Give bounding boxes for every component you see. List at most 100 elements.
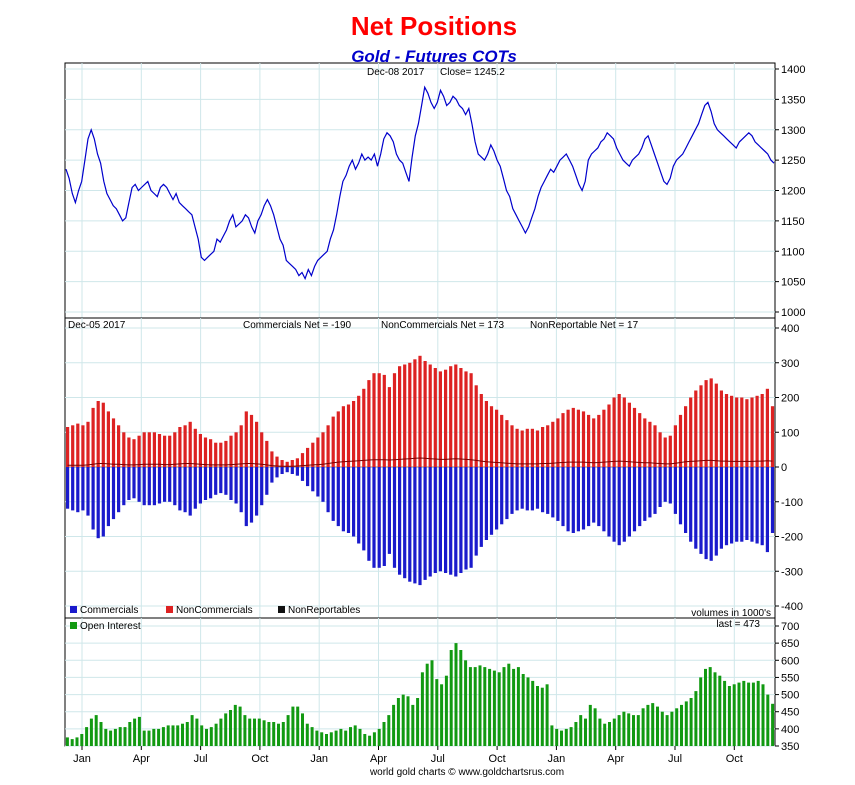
open-interest-bar bbox=[416, 698, 420, 746]
x-tick-label: Jul bbox=[194, 753, 208, 765]
open-interest-bar bbox=[507, 663, 511, 746]
open-interest-bar bbox=[569, 727, 573, 746]
commercials-bar bbox=[127, 467, 131, 500]
open-interest-bar bbox=[166, 725, 170, 746]
open-interest-bar bbox=[574, 722, 578, 746]
open-interest-bar bbox=[526, 677, 530, 746]
commercials-bar bbox=[413, 467, 417, 584]
commercials-bar bbox=[86, 467, 90, 516]
open-interest-bar bbox=[665, 715, 669, 746]
open-interest-bar bbox=[85, 727, 89, 746]
open-interest-bar bbox=[200, 725, 204, 746]
open-interest-bar bbox=[363, 734, 367, 746]
noncommercials-bar bbox=[428, 364, 432, 467]
open-interest-bar bbox=[627, 713, 631, 746]
open-interest-bar bbox=[680, 704, 683, 746]
commercials-bar bbox=[229, 467, 233, 500]
open-interest-bar bbox=[353, 725, 357, 746]
noncommercials-bar bbox=[336, 411, 340, 467]
commercials-bar bbox=[295, 467, 299, 476]
commercials-bar bbox=[249, 467, 254, 523]
commercials-bar bbox=[137, 467, 141, 502]
open-interest-bar bbox=[454, 643, 458, 746]
net-tick-label: 300 bbox=[781, 358, 799, 370]
noncommercials-bar bbox=[377, 373, 381, 467]
noncommercials-bar bbox=[632, 407, 637, 467]
commercials-bar bbox=[326, 467, 330, 513]
commercials-bar bbox=[500, 467, 504, 525]
price-tick-label: 1250 bbox=[781, 155, 805, 167]
noncommercials-bar bbox=[152, 432, 156, 468]
noncommercials-bar bbox=[96, 401, 100, 467]
noncommercials-bar bbox=[663, 437, 667, 467]
legend-swatch-noncommercials bbox=[166, 606, 173, 613]
open-interest-bar bbox=[555, 728, 559, 746]
noncommercials-bar bbox=[500, 414, 504, 467]
commercials-bar bbox=[765, 467, 769, 553]
noncommercials-bar bbox=[755, 395, 759, 467]
legend-swatch-nonreportables bbox=[278, 606, 285, 613]
noncommercials-bar bbox=[234, 432, 238, 468]
commercials-bar bbox=[581, 467, 586, 530]
commercials-bar bbox=[454, 467, 458, 577]
open-interest-bar bbox=[339, 728, 343, 746]
commercials-bar bbox=[648, 467, 652, 518]
open-interest-bar bbox=[660, 711, 664, 746]
x-tick-label: Jan bbox=[548, 753, 566, 765]
commercials-bar bbox=[444, 467, 448, 573]
noncommercials-bar bbox=[709, 378, 713, 467]
open-interest-bar bbox=[579, 715, 583, 746]
noncommercials-bar bbox=[704, 380, 708, 467]
commercials-bar bbox=[122, 467, 126, 506]
noncommercials-bar bbox=[352, 401, 356, 467]
noncommercials-bar bbox=[198, 434, 202, 467]
open-interest-bar bbox=[325, 734, 328, 746]
commercials-bar bbox=[214, 467, 218, 495]
open-interest-bar bbox=[243, 715, 247, 746]
commercials-bar bbox=[505, 467, 509, 520]
open-interest-bar bbox=[468, 667, 472, 746]
noncommercials-bar bbox=[163, 435, 167, 467]
commercials-bar bbox=[678, 467, 683, 525]
open-interest-bar bbox=[588, 704, 592, 746]
noncommercials-bar bbox=[658, 432, 662, 468]
noncommercials-bar bbox=[188, 421, 192, 467]
open-interest-bar bbox=[262, 720, 266, 746]
open-interest-bar bbox=[492, 670, 496, 746]
legend-swatch-commercials bbox=[70, 606, 77, 613]
legend-label-noncommercials: NonCommercials bbox=[176, 605, 253, 616]
noncommercials-bar bbox=[678, 414, 683, 467]
commercials-bar bbox=[76, 467, 80, 513]
legend-label-open-interest: Open Interest bbox=[80, 621, 141, 632]
commercials-bar bbox=[132, 467, 136, 499]
net-date-label: Dec-05 2017 bbox=[68, 320, 126, 331]
noncommercials-bar bbox=[694, 390, 698, 467]
noncommercials-bar bbox=[382, 374, 386, 467]
noncommercials-bar bbox=[668, 435, 672, 467]
commercials-bar bbox=[495, 467, 499, 530]
open-interest-bar bbox=[291, 706, 295, 746]
commercials-bar bbox=[673, 467, 677, 514]
commercials-bar bbox=[178, 467, 182, 511]
commercials-bar bbox=[418, 467, 422, 586]
open-interest-bar bbox=[435, 679, 439, 746]
noncommercials-bar bbox=[392, 373, 397, 467]
noncommercials-bar bbox=[219, 442, 223, 467]
oi-tick-label: 350 bbox=[781, 741, 799, 753]
commercials-bar bbox=[101, 467, 105, 537]
commercials-bar bbox=[684, 467, 688, 533]
noncommercials-bar bbox=[444, 369, 448, 467]
commercials-bar bbox=[566, 467, 570, 532]
net-tick-label: 200 bbox=[781, 393, 799, 405]
noncommercials-bar bbox=[311, 442, 315, 467]
price-tick-label: 1050 bbox=[781, 277, 805, 289]
open-interest-bar bbox=[612, 718, 616, 746]
commercials-bar bbox=[653, 467, 657, 514]
noncommercials-bar bbox=[331, 416, 335, 467]
commercials-bar bbox=[515, 467, 519, 511]
commercials-bar bbox=[638, 467, 642, 527]
commercials-bar bbox=[362, 467, 366, 551]
open-interest-bar bbox=[329, 732, 333, 746]
x-tick-label: Apr bbox=[607, 753, 624, 765]
open-interest-bar bbox=[704, 668, 707, 746]
